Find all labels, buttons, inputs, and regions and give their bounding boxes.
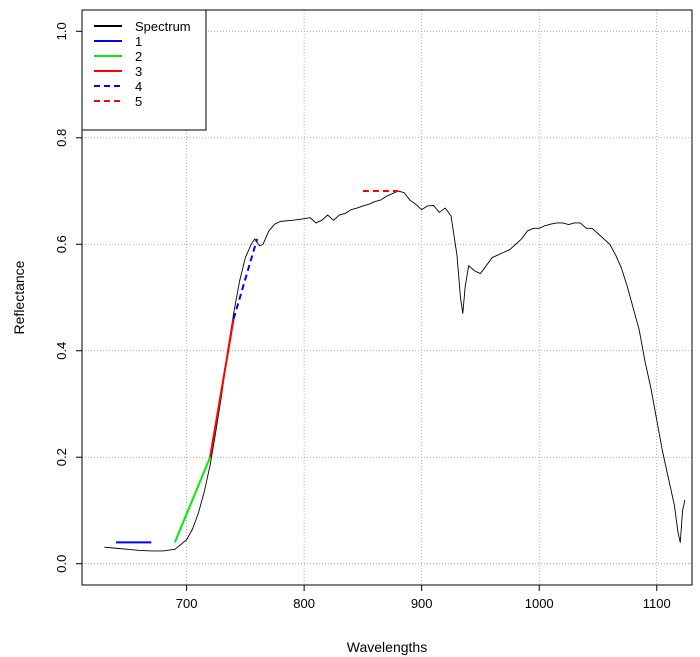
legend-label: 3 (135, 64, 142, 79)
y-axis-title: Reflectance (11, 260, 27, 334)
y-axis: 0.0 0.2 0.4 0.6 0.8 1.0 (54, 22, 82, 573)
y-tick-label: 1.0 (54, 22, 69, 40)
legend-label: 1 (135, 34, 142, 49)
legend-label: 5 (135, 94, 142, 109)
plot-frame (81, 9, 693, 586)
legend-label: 2 (135, 49, 142, 64)
legend-label: Spectrum (135, 19, 191, 34)
y-tick-label: 0.4 (54, 342, 69, 360)
series-line-3 (209, 318, 235, 458)
y-tick-label: 0.8 (54, 129, 69, 147)
x-axis: 700 800 900 1000 1100 (176, 585, 671, 611)
x-tick-label: 1000 (525, 596, 554, 611)
x-tick-label: 800 (293, 596, 315, 611)
series-line-2 (173, 456, 212, 543)
series-line-4 (232, 238, 259, 320)
series-line-spectrum (104, 190, 686, 552)
y-tick-label: 0.0 (54, 555, 69, 573)
y-tick-label: 0.2 (54, 448, 69, 466)
series-layer (104, 190, 686, 552)
x-tick-label: 1100 (643, 596, 671, 611)
legend-label: 4 (135, 79, 142, 94)
x-axis-title: Wavelengths (347, 639, 427, 655)
y-tick-label: 0.6 (54, 235, 69, 253)
x-tick-label: 700 (176, 596, 198, 611)
x-tick-label: 900 (411, 596, 433, 611)
